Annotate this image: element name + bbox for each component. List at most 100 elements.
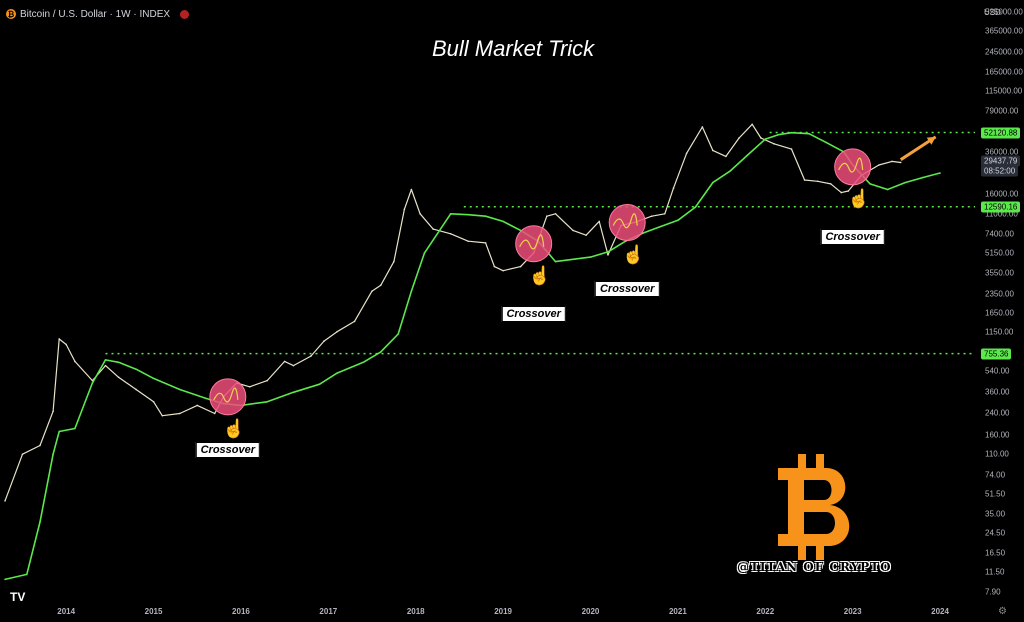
price-point-66 bbox=[878, 164, 880, 166]
x-tick-label: 2020 bbox=[581, 607, 600, 616]
candle-countdown: 08:52:00 bbox=[981, 165, 1019, 177]
ma-point-25 bbox=[467, 213, 469, 216]
market-status-icon bbox=[180, 9, 190, 19]
price-point-33 bbox=[449, 232, 452, 235]
price-point-57 bbox=[760, 137, 762, 139]
ma-point-43 bbox=[777, 133, 780, 136]
price-point-10 bbox=[135, 388, 137, 391]
crossover-label: Crossover bbox=[501, 306, 566, 323]
price-point-63 bbox=[840, 191, 843, 194]
x-tick-label: 2018 bbox=[406, 607, 425, 616]
level-price-tag: 755.36 bbox=[981, 348, 1012, 360]
y-tick-label: 36000.00 bbox=[985, 147, 1019, 157]
ma-point-1 bbox=[26, 573, 28, 576]
price-point-59 bbox=[790, 148, 793, 150]
x-tick-label: 2024 bbox=[931, 607, 949, 616]
price-point-68 bbox=[899, 161, 902, 164]
price-point-24 bbox=[336, 330, 338, 333]
x-tick-label: 2015 bbox=[144, 607, 163, 616]
ma-point-10 bbox=[152, 377, 155, 380]
ma-point-9 bbox=[135, 368, 137, 371]
y-tick-label: 24.50 bbox=[985, 528, 1006, 538]
price-point-36 bbox=[493, 265, 496, 268]
ma-point-31 bbox=[572, 258, 574, 261]
price-point-44 bbox=[598, 220, 601, 223]
tradingview-logo[interactable]: TV bbox=[10, 590, 26, 604]
price-point-30 bbox=[410, 188, 413, 191]
ma-point-40 bbox=[729, 170, 732, 172]
price-point-50 bbox=[672, 187, 675, 189]
price-point-49 bbox=[663, 212, 666, 215]
ma-point-41 bbox=[746, 154, 749, 156]
price-point-37 bbox=[502, 269, 504, 272]
price-point-2 bbox=[39, 444, 41, 447]
price-point-28 bbox=[393, 260, 395, 263]
y-tick-label: 16.50 bbox=[985, 548, 1006, 558]
price-point-23 bbox=[323, 340, 325, 342]
y-tick-label: 11.50 bbox=[985, 567, 1005, 577]
price-point-32 bbox=[432, 228, 434, 230]
crossover-line-2 bbox=[612, 213, 638, 229]
price-point-4 bbox=[58, 338, 60, 340]
crossover-circle-0 bbox=[209, 378, 247, 416]
y-tick-label: 5150.00 bbox=[985, 248, 1014, 258]
price-point-56 bbox=[751, 123, 753, 126]
price-point-55 bbox=[738, 137, 740, 139]
ma-point-22 bbox=[410, 290, 413, 292]
price-point-62 bbox=[830, 183, 832, 185]
ma-point-37 bbox=[677, 219, 679, 222]
y-tick-label: 79000.00 bbox=[985, 106, 1019, 116]
price-point-6 bbox=[74, 360, 76, 363]
bitcoin-icon: ₿ bbox=[6, 9, 16, 19]
ma-point-33 bbox=[607, 251, 609, 253]
price-point-42 bbox=[572, 229, 574, 232]
ma-point-8 bbox=[117, 361, 120, 364]
price-point-15 bbox=[213, 412, 216, 415]
ma-point-18 bbox=[336, 372, 338, 374]
price-point-26 bbox=[371, 290, 373, 292]
x-tick-label: 2021 bbox=[668, 607, 687, 616]
pointer-hand-icon: ☝ bbox=[222, 418, 246, 439]
price-point-60 bbox=[803, 179, 806, 181]
ma-point-16 bbox=[292, 391, 295, 394]
x-tick-label: 2022 bbox=[756, 607, 775, 616]
y-tick-label: 360.00 bbox=[985, 387, 1010, 397]
ma-point-30 bbox=[554, 260, 557, 263]
x-tick-label: 2017 bbox=[319, 607, 338, 616]
ma-point-21 bbox=[397, 333, 400, 335]
ma-point-50 bbox=[886, 188, 889, 191]
ma-point-49 bbox=[869, 183, 871, 185]
y-tick-label: 3550.00 bbox=[985, 268, 1014, 278]
ma-point-46 bbox=[825, 141, 828, 144]
x-tick-label: 2023 bbox=[843, 607, 862, 616]
y-tick-label: 165000.00 bbox=[985, 67, 1023, 77]
price-point-48 bbox=[650, 215, 653, 218]
symbol-header[interactable]: ₿ Bitcoin / U.S. Dollar · 1W · INDEX bbox=[6, 6, 190, 22]
ma-point-3 bbox=[52, 453, 54, 455]
crossover-circle-3 bbox=[834, 148, 872, 186]
ma-point-38 bbox=[694, 206, 697, 208]
y-tick-label: 51.50 bbox=[985, 489, 1006, 499]
price-point-40 bbox=[546, 215, 548, 218]
ma-point-2 bbox=[39, 521, 41, 523]
price-point-3 bbox=[52, 410, 54, 413]
x-tick-label: 2016 bbox=[232, 607, 250, 616]
ma-point-23 bbox=[423, 252, 426, 254]
y-tick-label: 365000.00 bbox=[985, 26, 1023, 36]
price-point-45 bbox=[607, 254, 609, 256]
ma-point-52 bbox=[921, 176, 924, 179]
price-point-1 bbox=[21, 453, 24, 455]
ma-point-39 bbox=[712, 181, 714, 184]
y-tick-label: 525000.00 bbox=[985, 7, 1023, 17]
trend-arrow-head bbox=[926, 136, 936, 145]
crossover-label: Crossover bbox=[820, 228, 885, 245]
price-point-64 bbox=[847, 190, 850, 192]
ma-point-36 bbox=[659, 225, 662, 228]
price-point-5 bbox=[65, 343, 67, 346]
ma-point-7 bbox=[104, 359, 107, 361]
ma-point-19 bbox=[362, 361, 365, 364]
gear-icon[interactable]: ⚙ bbox=[998, 606, 1007, 617]
watermark-handle: @TITAN OF CRYPTO bbox=[737, 560, 892, 574]
y-tick-label: 7.90 bbox=[985, 587, 1001, 597]
